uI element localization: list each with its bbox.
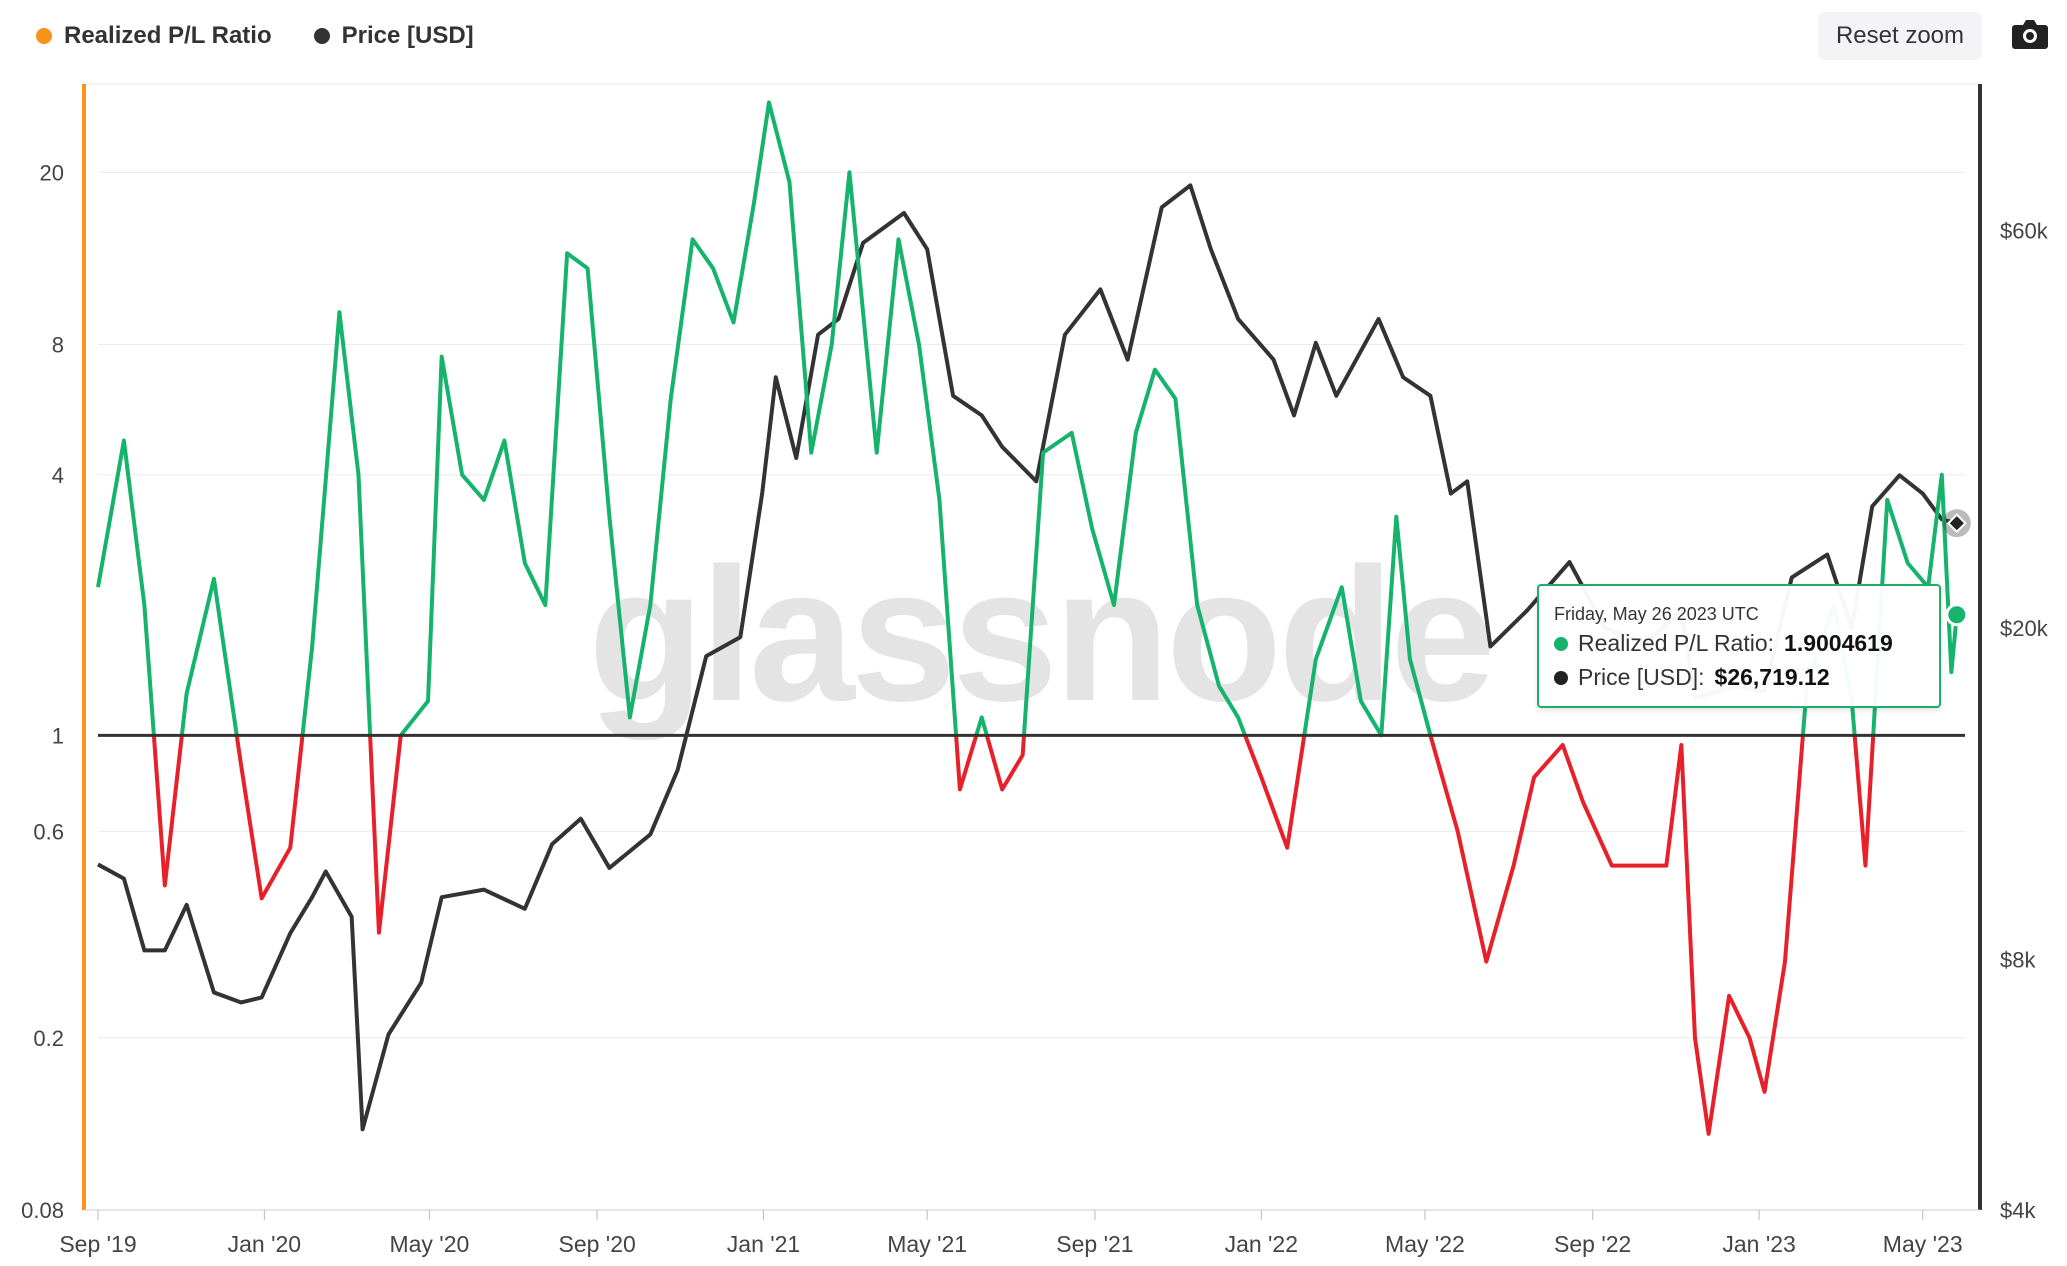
x-tick-label: May '23 [1883, 1231, 1963, 1257]
ratio-tick-label: 0.6 [33, 819, 64, 844]
ratio-line-loss [368, 735, 403, 935]
tooltip-row-price: Price [USD]: $26,719.12 [1554, 664, 1830, 691]
ratio-line-loss [1243, 734, 1307, 850]
x-tick-label: May '22 [1385, 1231, 1465, 1257]
ratio-hover-marker [1945, 603, 1969, 627]
ratio-line-profit [179, 576, 239, 736]
x-tick-label: Jan '20 [228, 1231, 301, 1257]
reset-zoom-button[interactable]: Reset zoom [1818, 12, 1982, 60]
x-tick-label: Sep '19 [59, 1231, 136, 1257]
price-tick-label: $60k [2000, 219, 2049, 244]
tooltip-row-ratio: Realized P/L Ratio: 1.9004619 [1554, 630, 1893, 657]
ratio-axis-ticks: 0.08 0.2 0.6 1 4 8 20 [21, 160, 64, 1223]
ratio-tick-label: 0.2 [33, 1026, 64, 1051]
tooltip-date: Friday, May 26 2023 UTC [1554, 604, 1759, 624]
ratio-line-profit [974, 715, 989, 736]
tooltip-dot-ratio [1554, 636, 1568, 651]
tooltip-price-value: $26,719.12 [1714, 664, 1830, 690]
ratio-tick-label: 0.08 [21, 1198, 64, 1223]
ratio-line-profit [1021, 367, 1247, 737]
legend-item-ratio[interactable]: Realized P/L Ratio [36, 22, 272, 50]
x-tick-label: May '20 [389, 1231, 469, 1257]
ratio-series [96, 100, 1959, 1136]
x-tick-label: May '21 [887, 1231, 967, 1257]
price-hover-marker [1946, 513, 1967, 534]
ratio-line-profit [399, 100, 959, 737]
chart-tooltip: Friday, May 26 2023 UTC Realized P/L Rat… [1537, 584, 1941, 708]
price-tick-label: $20k [2000, 616, 2049, 641]
camera-icon[interactable] [2010, 16, 2050, 52]
ratio-line-loss [151, 735, 184, 888]
ratio-tick-label: 20 [40, 160, 64, 185]
tooltip-ratio-label: Realized P/L Ratio: [1578, 630, 1775, 656]
legend-label-ratio: Realized P/L Ratio [64, 22, 272, 49]
ratio-line-profit [1302, 514, 1433, 738]
ratio-line-loss [1428, 734, 1805, 1136]
ratio-line-loss [234, 735, 305, 901]
x-tick-label: Sep '20 [558, 1231, 635, 1257]
ratio-line-loss [954, 734, 979, 792]
price-tick-label: $8k [2000, 947, 2036, 972]
tooltip-price-label: Price [USD]: [1578, 664, 1705, 690]
ratio-tick-label: 4 [52, 463, 64, 488]
tooltip-dot-price [1554, 670, 1568, 685]
legend-dot-price [313, 28, 330, 44]
x-tick-label: Sep '21 [1056, 1231, 1133, 1257]
ratio-tick-label: 1 [52, 723, 64, 748]
legend-item-price[interactable]: Price [USD] [313, 22, 474, 50]
x-tick-label: Jan '21 [727, 1231, 800, 1257]
price-tick-label: $4k [2000, 1198, 2036, 1223]
ratio-tick-label: 8 [52, 333, 64, 358]
x-axis-ticks: Sep '19 Jan '20 May '20 Sep '20 Jan '21 May '… [59, 1210, 1963, 1257]
tooltip-ratio-value: 1.9004619 [1784, 630, 1893, 656]
x-tick-label: Jan '22 [1225, 1231, 1298, 1257]
ratio-line-profit [300, 310, 373, 736]
chart-legend: Realized P/L Ratio Price [USD] [36, 22, 474, 50]
legend-label-price: Price [USD] [341, 22, 474, 49]
legend-dot-ratio [36, 28, 52, 44]
ratio-line-profit [96, 438, 156, 736]
x-tick-label: Jan '23 [1722, 1231, 1795, 1257]
ratio-line-loss [1852, 735, 1876, 868]
ratio-line-loss [984, 734, 1026, 792]
hover-markers [1942, 509, 1971, 627]
price-axis-ticks: $4k $8k $20k $60k [2000, 219, 2049, 1223]
watermark: glassnode [588, 529, 1492, 741]
x-tick-label: Sep '22 [1554, 1231, 1631, 1257]
